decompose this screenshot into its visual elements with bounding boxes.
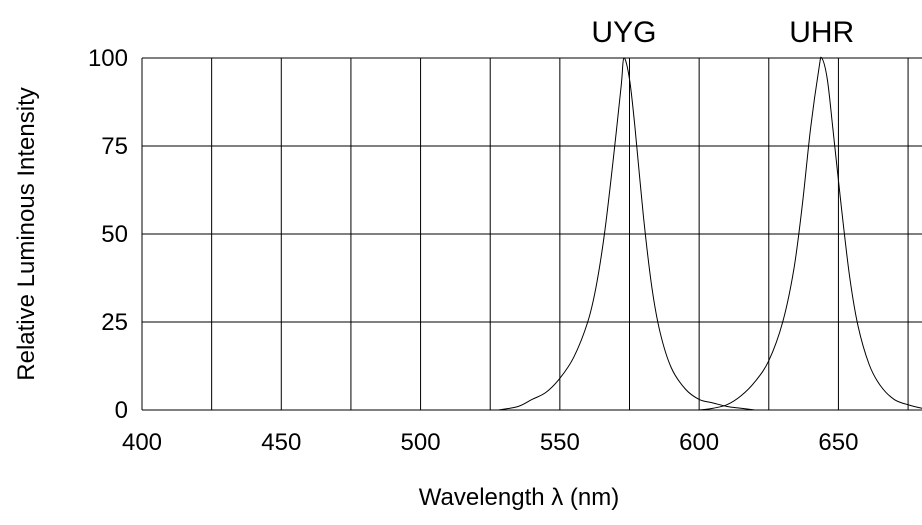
y-tick-label: 100 [88, 45, 128, 72]
y-tick-label: 25 [101, 309, 128, 336]
series-line-uyg [498, 57, 755, 411]
y-tick-label: 0 [115, 397, 128, 424]
x-tick-label: 500 [401, 429, 441, 456]
x-tick-label: 450 [261, 429, 301, 456]
x-tick-label: 600 [679, 429, 719, 456]
series-label-uhr: UHR [789, 16, 854, 49]
x-tick-label: 550 [540, 429, 580, 456]
y-tick-labels: 0 25 50 75 100 [88, 45, 128, 424]
series-line-uhr [699, 56, 922, 411]
peak-labels: UYG UHR [591, 16, 854, 49]
y-tick-label: 50 [101, 221, 128, 248]
grid [141, 57, 922, 411]
series-label-uyg: UYG [591, 16, 656, 49]
x-axis-label: Wavelength λ (nm) [419, 484, 620, 511]
y-tick-label: 75 [101, 133, 128, 160]
x-tick-labels: 400 450 500 550 600 650 [122, 429, 858, 456]
curves [498, 56, 922, 411]
x-tick-label: 650 [818, 429, 858, 456]
x-tick-label: 400 [122, 429, 162, 456]
y-axis-label: Relative Luminous Intensity [13, 87, 40, 380]
